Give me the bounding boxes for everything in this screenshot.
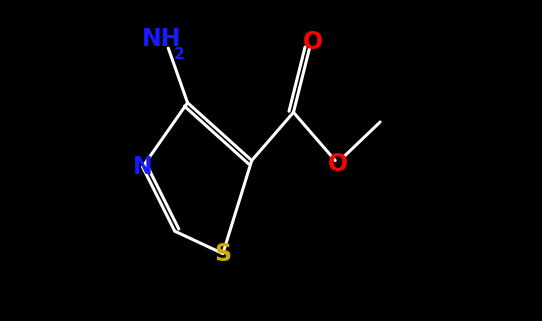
Text: N: N bbox=[133, 155, 152, 179]
Text: O: O bbox=[328, 152, 349, 176]
Text: O: O bbox=[302, 30, 323, 54]
Text: 2: 2 bbox=[174, 47, 185, 62]
Text: S: S bbox=[214, 242, 231, 265]
Text: NH: NH bbox=[142, 27, 182, 50]
